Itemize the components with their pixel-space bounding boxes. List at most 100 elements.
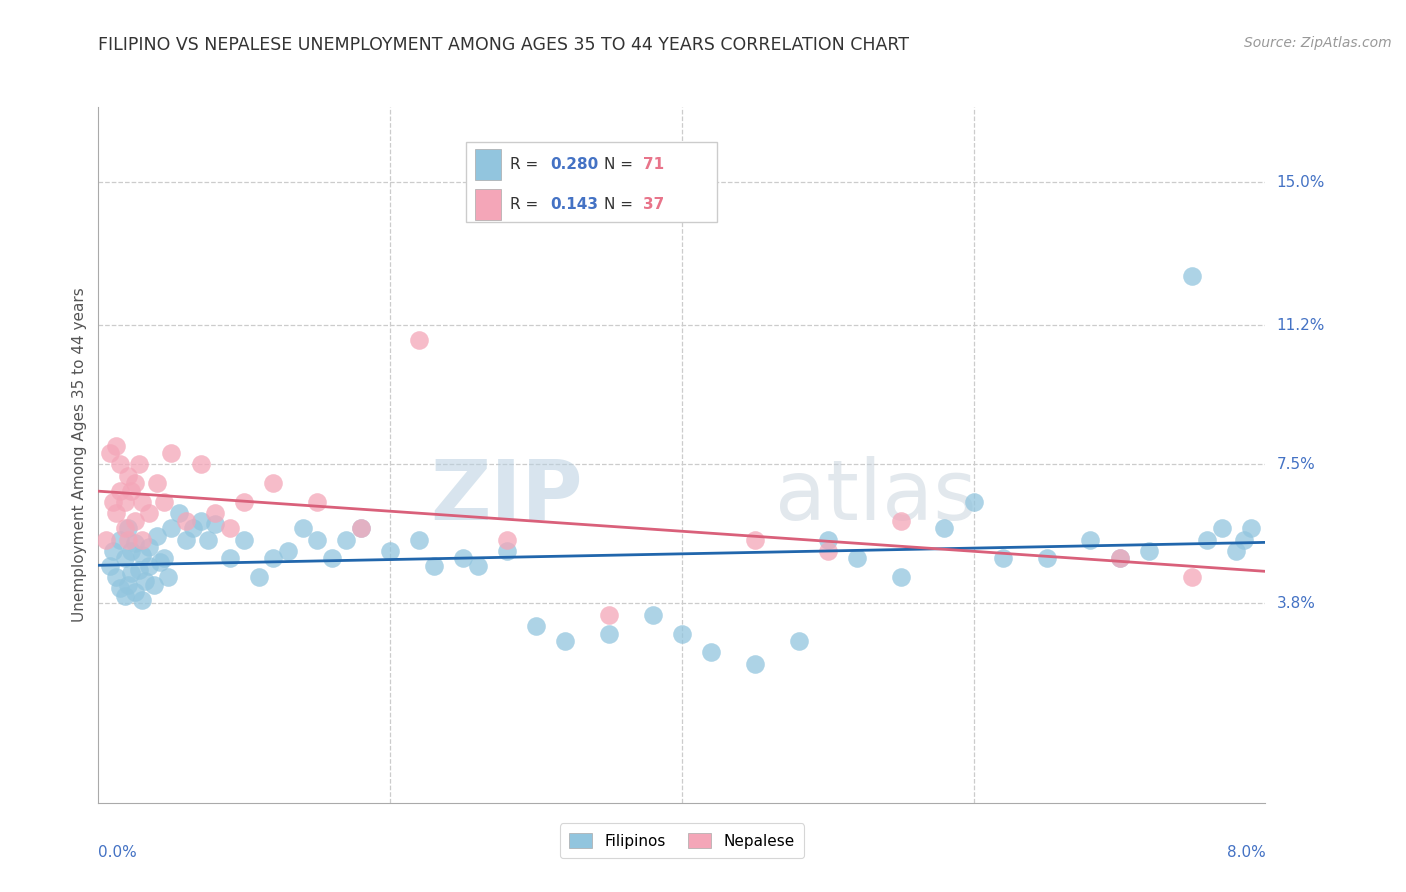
Point — [524, 619, 547, 633]
Point — [120, 483, 142, 498]
Point — [181, 521, 204, 535]
Point — [110, 582, 132, 596]
Text: 3.8%: 3.8% — [1277, 596, 1316, 611]
Point — [846, 551, 869, 566]
Point — [1035, 551, 1057, 566]
Point — [94, 533, 117, 547]
Point — [190, 514, 212, 528]
Point — [146, 529, 169, 543]
Point — [110, 533, 132, 547]
Point — [1108, 551, 1130, 566]
Text: 7.5%: 7.5% — [1277, 457, 1315, 472]
Point — [321, 551, 343, 566]
Point — [104, 570, 127, 584]
Point — [131, 592, 153, 607]
Point — [641, 607, 664, 622]
Text: 0.280: 0.280 — [550, 157, 599, 172]
Point — [120, 566, 142, 581]
Text: N =: N = — [603, 157, 637, 172]
Point — [117, 577, 139, 591]
Point — [117, 521, 139, 535]
Point — [671, 626, 693, 640]
Point — [787, 634, 810, 648]
Text: 8.0%: 8.0% — [1226, 845, 1265, 860]
Point — [744, 533, 766, 547]
Point — [262, 551, 284, 566]
Point — [124, 536, 146, 550]
Point — [1232, 533, 1254, 547]
Point — [138, 558, 160, 573]
Point — [1225, 544, 1247, 558]
Point — [110, 483, 132, 498]
Point — [233, 495, 256, 509]
Point — [307, 533, 329, 547]
Point — [149, 555, 172, 569]
Point — [1181, 570, 1204, 584]
Point — [350, 521, 373, 535]
Point — [1137, 544, 1160, 558]
Point — [98, 558, 121, 573]
Point — [817, 544, 839, 558]
Text: ZIP: ZIP — [430, 456, 582, 537]
Point — [890, 514, 912, 528]
Point — [467, 558, 489, 573]
Point — [160, 446, 183, 460]
Point — [277, 544, 299, 558]
Point — [1195, 533, 1218, 547]
Point — [138, 506, 160, 520]
Point — [247, 570, 270, 584]
Text: 0.0%: 0.0% — [98, 845, 138, 860]
Point — [335, 533, 357, 547]
Point — [117, 533, 139, 547]
Point — [218, 521, 240, 535]
FancyBboxPatch shape — [475, 188, 501, 220]
Point — [350, 521, 373, 535]
Point — [496, 544, 519, 558]
Text: atlas: atlas — [775, 456, 977, 537]
Text: 71: 71 — [644, 157, 665, 172]
Point — [124, 585, 146, 599]
Point — [98, 446, 121, 460]
Point — [128, 563, 150, 577]
Text: Source: ZipAtlas.com: Source: ZipAtlas.com — [1244, 36, 1392, 50]
Point — [890, 570, 912, 584]
Point — [1240, 521, 1263, 535]
Point — [700, 645, 723, 659]
Text: 15.0%: 15.0% — [1277, 175, 1324, 190]
Point — [146, 476, 169, 491]
Point — [114, 551, 136, 566]
Point — [131, 533, 153, 547]
FancyBboxPatch shape — [475, 149, 501, 180]
Text: R =: R = — [510, 157, 544, 172]
Point — [598, 607, 620, 622]
Point — [451, 551, 474, 566]
Text: 37: 37 — [644, 197, 665, 211]
Point — [423, 558, 446, 573]
Point — [598, 626, 620, 640]
Legend: Filipinos, Nepalese: Filipinos, Nepalese — [560, 823, 804, 858]
Point — [1211, 521, 1233, 535]
Point — [157, 570, 180, 584]
Point — [167, 506, 190, 520]
Point — [233, 533, 256, 547]
Point — [110, 458, 132, 472]
Text: 0.143: 0.143 — [550, 197, 598, 211]
Text: FILIPINO VS NEPALESE UNEMPLOYMENT AMONG AGES 35 TO 44 YEARS CORRELATION CHART: FILIPINO VS NEPALESE UNEMPLOYMENT AMONG … — [98, 36, 910, 54]
FancyBboxPatch shape — [465, 142, 717, 222]
Point — [142, 577, 165, 591]
Point — [218, 551, 240, 566]
Point — [160, 521, 183, 535]
Point — [408, 533, 430, 547]
Point — [131, 495, 153, 509]
Point — [744, 657, 766, 671]
Point — [380, 544, 402, 558]
Point — [174, 533, 197, 547]
Point — [817, 533, 839, 547]
Point — [991, 551, 1014, 566]
Point — [114, 521, 136, 535]
Point — [554, 634, 576, 648]
Point — [307, 495, 329, 509]
Text: R =: R = — [510, 197, 544, 211]
Point — [190, 458, 212, 472]
Text: N =: N = — [603, 197, 637, 211]
